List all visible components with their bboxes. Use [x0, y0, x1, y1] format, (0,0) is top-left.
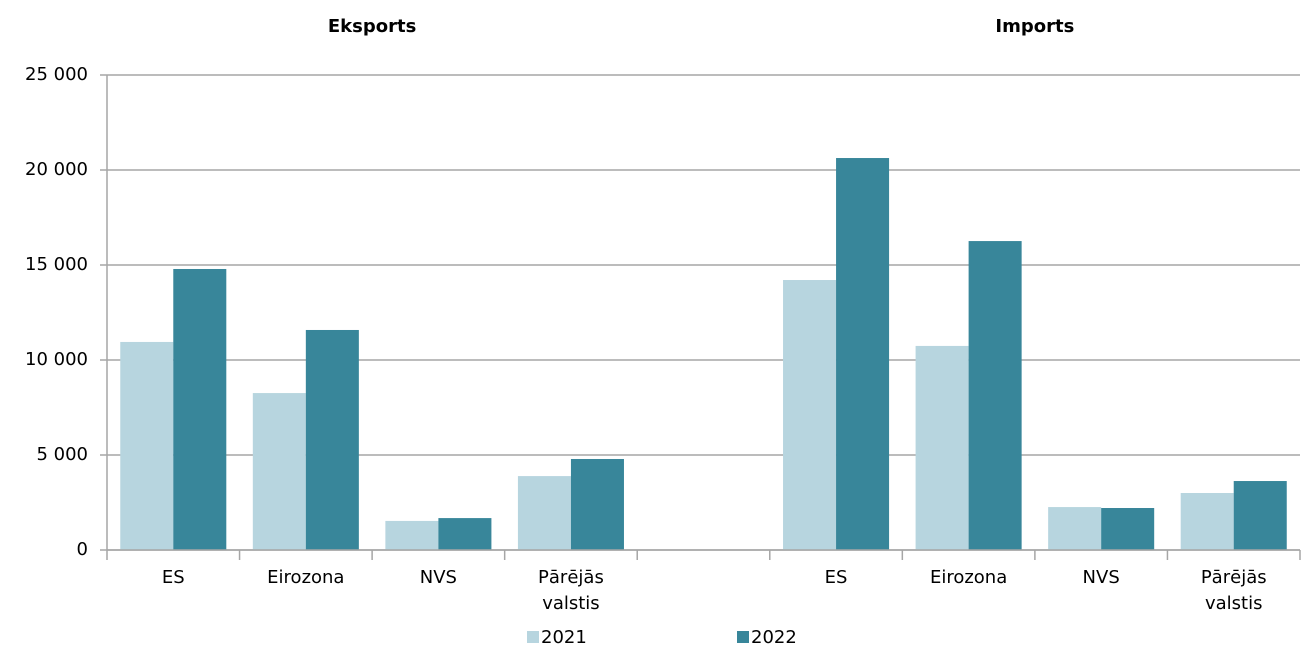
x-tick-label: Eirozona	[929, 567, 1008, 588]
bar	[385, 520, 439, 550]
bar	[783, 280, 837, 550]
bar	[517, 476, 571, 550]
y-tick-label: 25 000	[25, 64, 88, 85]
bar	[120, 341, 174, 550]
y-tick-label: 20 000	[25, 159, 88, 180]
y-tick-label: 5 000	[36, 444, 88, 465]
bar	[305, 329, 359, 550]
bar	[968, 241, 1022, 550]
y-tick-label: 10 000	[25, 349, 88, 370]
x-tick-label: Pārējās valstis	[1200, 567, 1267, 614]
bar	[836, 158, 890, 550]
bar	[1101, 508, 1155, 550]
legend-label: 2022	[751, 627, 797, 648]
bar	[570, 458, 624, 550]
legend-swatch	[527, 631, 539, 643]
bar	[438, 518, 492, 550]
bar	[252, 393, 306, 550]
x-tick-label: Eirozona	[267, 567, 345, 588]
bar	[173, 268, 227, 550]
x-tick-label: ES	[824, 567, 848, 588]
bar	[1233, 481, 1287, 550]
y-tick-label: 0	[77, 539, 88, 560]
bar	[1180, 493, 1234, 550]
x-tick-label: ES	[161, 567, 185, 588]
group-title: Imports	[995, 16, 1074, 37]
legend-swatch	[737, 631, 749, 643]
x-tick-label: NVS	[1082, 567, 1120, 588]
y-tick-label: 15 000	[25, 254, 88, 275]
x-tick-label: Pārējās valstis	[538, 567, 604, 614]
legend-label: 2021	[541, 627, 587, 648]
group-title: Eksports	[328, 16, 416, 37]
x-tick-label: NVS	[419, 567, 457, 588]
bar	[915, 345, 969, 550]
bar	[1048, 507, 1102, 550]
